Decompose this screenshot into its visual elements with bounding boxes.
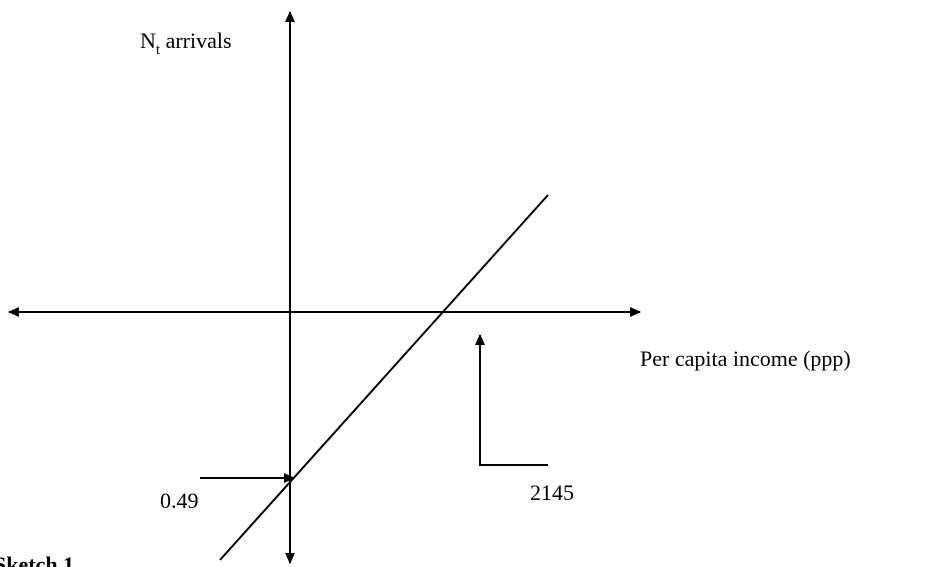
y-label-rest: arrivals [160, 28, 231, 53]
y-label-main: N [140, 28, 156, 53]
x-axis-label: Per capita income (ppp) [640, 346, 851, 371]
y-label-sub: t [156, 42, 161, 58]
annotation-2145-leader [479, 336, 548, 466]
y-axis-label: Nt arrivals [140, 28, 232, 58]
trend-line [219, 194, 549, 561]
caption: Sketch 1 [0, 552, 74, 567]
annotation-label: 0.49 [160, 488, 199, 513]
annotation-label: 2145 [530, 480, 574, 505]
